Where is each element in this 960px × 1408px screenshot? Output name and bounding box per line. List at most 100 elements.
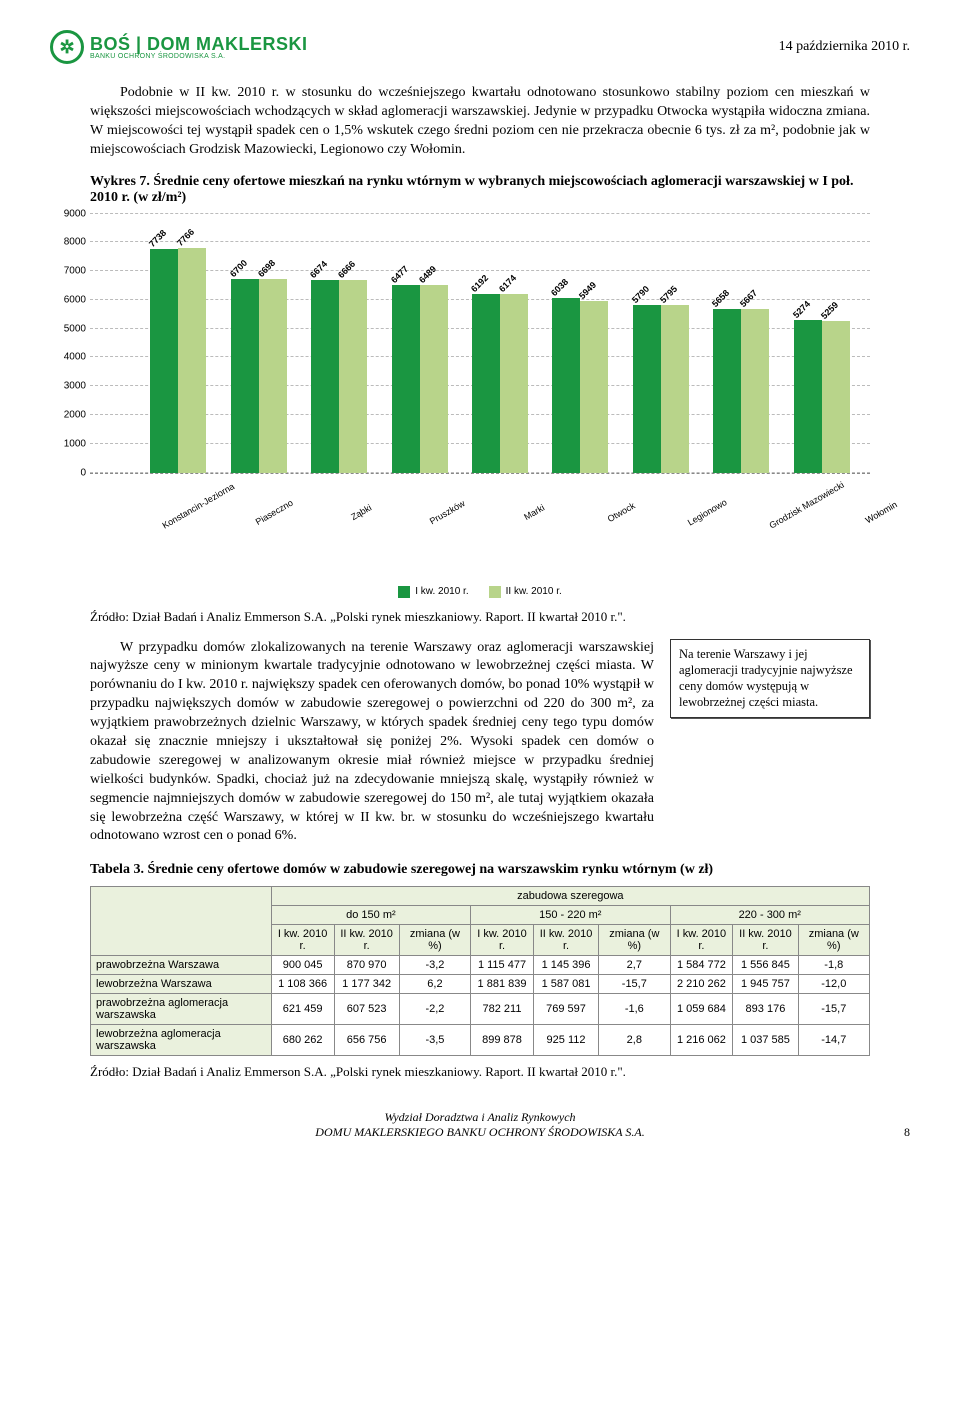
bar: 6192 (472, 294, 500, 473)
bar-group: 52745259 (794, 320, 850, 472)
table-cell: 1 216 062 (670, 1025, 733, 1056)
legend-swatch-icon (489, 586, 501, 598)
y-axis-label: 0 (80, 467, 86, 478)
table-cell: 1 059 684 (670, 994, 733, 1025)
legend-item: I kw. 2010 r. (398, 586, 468, 598)
y-axis-label: 6000 (64, 294, 86, 305)
table-sub-header: I kw. 2010 r. (271, 925, 334, 956)
paragraph-2: W przypadku domów zlokalizowanych na ter… (90, 639, 654, 847)
x-axis-label: Marki (507, 494, 590, 583)
footer-line1: Wydział Doradztwa i Analiz Rynkowych (80, 1110, 880, 1125)
table-row-header: prawobrzeżna Warszawa (91, 956, 272, 975)
table-cell: 6,2 (399, 975, 470, 994)
bar: 5790 (633, 305, 661, 472)
bar: 5795 (661, 305, 689, 472)
two-column-section: W przypadku domów zlokalizowanych na ter… (90, 639, 870, 847)
bar-value-label: 6674 (308, 259, 329, 280)
bar-group: 77387766 (150, 248, 206, 472)
x-axis-label: Piaseczno (247, 494, 330, 583)
bar-value-label: 6698 (256, 258, 277, 279)
x-axis-label: Legionowo (681, 494, 764, 583)
paragraph-1: Podobnie w II kw. 2010 r. w stosunku do … (90, 84, 870, 160)
x-axis-label: Pruszków (421, 494, 504, 583)
bar: 6477 (392, 285, 420, 472)
logo-sub-text: BANKU OCHRONY ŚRODOWISKA S.A. (90, 53, 308, 60)
table-cell: -2,2 (399, 994, 470, 1025)
bar: 6674 (311, 280, 339, 473)
bar-value-label: 6489 (416, 264, 437, 285)
table-sub-header: zmiana (w %) (599, 925, 670, 956)
table-cell: 1 145 396 (533, 956, 598, 975)
bar: 5667 (741, 309, 769, 473)
chart-title-prefix: Wykres 7. (90, 174, 150, 189)
y-axis-label: 9000 (64, 208, 86, 219)
table-super-header: zabudowa szeregowa (271, 887, 869, 906)
chart-x-axis: Konstancin-JeziornaPiasecznoZąbkiPruszkó… (138, 476, 918, 546)
y-axis-label: 3000 (64, 381, 86, 392)
table-group-header: 150 - 220 m² (471, 906, 670, 925)
x-axis-label: Grodzisk Mazowiecki (767, 494, 850, 583)
y-axis-label: 4000 (64, 352, 86, 363)
table-cell: -1,6 (599, 994, 670, 1025)
y-axis-label: 5000 (64, 323, 86, 334)
bar: 5658 (713, 309, 741, 472)
table-cell: 656 756 (334, 1025, 399, 1056)
bar-group: 56585667 (713, 309, 769, 473)
table-cell: 1 177 342 (334, 975, 399, 994)
logo-mark-icon: ✲ (50, 30, 84, 64)
y-axis-label: 2000 (64, 410, 86, 421)
bar: 5949 (580, 301, 608, 473)
logo-main-text: BOŚ | DOM MAKLERSKI (90, 35, 308, 53)
bar-value-label: 6174 (497, 273, 518, 294)
table-cell: 893 176 (733, 994, 798, 1025)
table-cell: 621 459 (271, 994, 334, 1025)
table-sub-header: zmiana (w %) (798, 925, 869, 956)
bar: 6489 (420, 285, 448, 472)
chart-title: Wykres 7. Średnie ceny ofertowe mieszkań… (90, 174, 870, 206)
table-cell: 2,7 (599, 956, 670, 975)
bar-value-label: 7766 (175, 227, 196, 248)
table-cell: 1 108 366 (271, 975, 334, 994)
bar-value-label: 5795 (658, 284, 679, 305)
bar: 7738 (150, 249, 178, 473)
bar: 6038 (552, 298, 580, 472)
bar-value-label: 6666 (336, 259, 357, 280)
table-sub-header: I kw. 2010 r. (471, 925, 534, 956)
bar-value-label: 6700 (228, 258, 249, 279)
bar: 5274 (794, 320, 822, 472)
table-sub-header: zmiana (w %) (399, 925, 470, 956)
table-cell: 1 584 772 (670, 956, 733, 975)
y-axis-label: 8000 (64, 237, 86, 248)
table-cell: -15,7 (798, 994, 869, 1025)
legend-item: II kw. 2010 r. (489, 586, 562, 598)
footer-line2: DOMU MAKLERSKIEGO BANKU OCHRONY ŚRODOWIS… (80, 1125, 880, 1140)
table-title: Tabela 3. Średnie ceny ofertowe domów w … (90, 862, 870, 878)
y-axis-label: 1000 (64, 438, 86, 449)
chart-source: Źródło: Dział Badań i Analiz Emmerson S.… (90, 609, 870, 625)
table-cell: 1 037 585 (733, 1025, 798, 1056)
table-cell: 1 587 081 (533, 975, 598, 994)
bar-value-label: 6038 (549, 277, 570, 298)
bar-value-label: 5790 (630, 284, 651, 305)
bar-value-label: 6192 (469, 272, 490, 293)
table-cell: 782 211 (471, 994, 534, 1025)
table-cell: 607 523 (334, 994, 399, 1025)
table-cell: 1 881 839 (471, 975, 534, 994)
table-title-text: Średnie ceny ofertowe domów w zabudowie … (147, 862, 713, 877)
bar-value-label: 5658 (710, 288, 731, 309)
legend-label: II kw. 2010 r. (506, 586, 562, 597)
page-header: ✲ BOŚ | DOM MAKLERSKI BANKU OCHRONY ŚROD… (50, 30, 910, 64)
bar: 6666 (339, 280, 367, 473)
table-title-prefix: Tabela 3. (90, 862, 144, 877)
table-sub-header: II kw. 2010 r. (334, 925, 399, 956)
table-source: Źródło: Dział Badań i Analiz Emmerson S.… (90, 1064, 870, 1080)
table-row-header: lewobrzeżna Warszawa (91, 975, 272, 994)
x-axis-label: Wołomin (854, 494, 937, 583)
y-axis-label: 7000 (64, 266, 86, 277)
table-row-header: lewobrzeżna aglomeracja warszawska (91, 1025, 272, 1056)
bar-group: 67006698 (231, 279, 287, 473)
table-cell: -1,8 (798, 956, 869, 975)
table-cell: 925 112 (533, 1025, 598, 1056)
chart-container: 0100020003000400050006000700080009000773… (90, 214, 870, 601)
data-table: zabudowa szeregowado 150 m²150 - 220 m²2… (90, 886, 870, 1056)
